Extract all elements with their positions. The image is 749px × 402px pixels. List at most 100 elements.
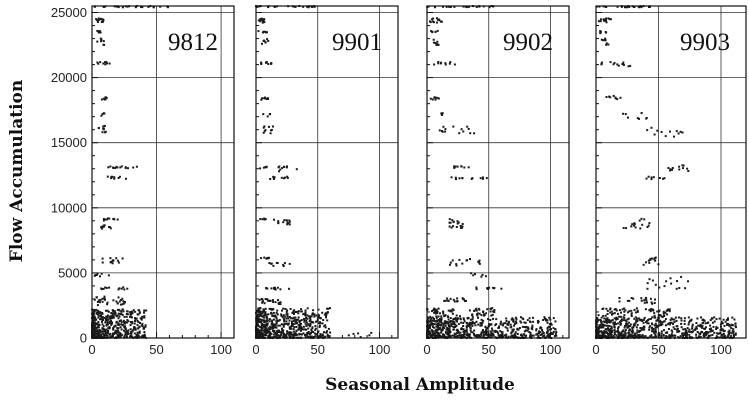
data-point (452, 328, 455, 331)
data-point (670, 329, 673, 332)
data-point (121, 308, 124, 311)
data-point (704, 327, 706, 330)
data-point (104, 130, 107, 133)
data-point (536, 319, 539, 322)
data-point (528, 331, 531, 333)
data-point (430, 317, 433, 320)
data-point (122, 286, 125, 289)
data-point (687, 316, 690, 319)
data-point (138, 326, 141, 328)
data-point (449, 263, 451, 266)
data-point (546, 319, 549, 322)
data-point (442, 310, 444, 313)
data-point (272, 314, 275, 317)
x-axis-title: Seasonal Amplitude (325, 375, 515, 395)
data-point (260, 17, 263, 20)
data-point (260, 326, 263, 329)
data-point (635, 326, 638, 329)
data-point (609, 96, 612, 99)
data-point (274, 301, 277, 304)
data-point (264, 298, 267, 300)
data-point (456, 297, 459, 300)
data-point (512, 318, 515, 321)
data-point (368, 334, 371, 337)
data-point (678, 168, 681, 171)
data-point (97, 332, 100, 334)
data-point (99, 31, 102, 34)
data-point (653, 332, 656, 335)
data-point (631, 332, 634, 335)
data-point (600, 321, 603, 323)
data-point (124, 331, 127, 334)
data-point (605, 43, 608, 46)
data-point (449, 261, 452, 264)
x-tick-label: 100 (210, 342, 232, 357)
data-point (537, 321, 540, 324)
data-point (115, 336, 118, 339)
data-point (298, 321, 301, 324)
data-point (262, 113, 265, 116)
data-point (96, 61, 99, 64)
data-point (437, 43, 440, 46)
data-point (677, 132, 680, 135)
data-point (441, 322, 444, 325)
data-point (626, 326, 629, 329)
data-point (283, 219, 286, 222)
data-point (101, 297, 104, 300)
data-point (531, 328, 534, 331)
data-point (102, 97, 105, 100)
data-point (94, 274, 97, 276)
data-point (449, 6, 452, 8)
data-point (127, 320, 130, 323)
data-point (662, 334, 665, 336)
data-point (463, 333, 466, 336)
data-point (638, 333, 641, 336)
data-point (103, 124, 106, 127)
data-point (624, 329, 627, 332)
data-point (262, 310, 265, 313)
data-point (474, 335, 477, 337)
data-point (437, 331, 440, 334)
data-point (458, 258, 461, 261)
data-point (636, 309, 639, 312)
data-point (95, 333, 98, 336)
data-point (307, 6, 310, 9)
data-point (624, 113, 627, 116)
data-point (676, 327, 679, 330)
data-point (452, 318, 455, 321)
data-point (100, 226, 103, 229)
data-point (263, 217, 266, 220)
data-point (658, 177, 661, 179)
data-point (649, 317, 652, 320)
data-point (602, 324, 605, 326)
data-point (519, 320, 522, 323)
data-point (632, 297, 635, 300)
data-point (276, 334, 279, 337)
data-point (129, 328, 132, 331)
data-point (442, 325, 445, 328)
data-point (623, 307, 626, 310)
data-point (95, 318, 98, 321)
y-tick-label: 0 (80, 331, 87, 346)
data-point (429, 336, 432, 339)
data-point (624, 309, 627, 312)
data-point (268, 125, 270, 128)
data-point (275, 311, 278, 314)
data-point (475, 286, 478, 289)
data-point (726, 323, 728, 326)
data-point (711, 329, 714, 332)
data-point (257, 308, 260, 311)
data-point (257, 19, 260, 22)
data-point (259, 18, 262, 21)
data-point (275, 326, 278, 329)
data-point (308, 323, 311, 326)
x-tick-label: 100 (540, 342, 562, 357)
data-point (638, 6, 641, 9)
data-point (671, 318, 674, 321)
data-point (453, 63, 456, 66)
data-point (648, 326, 651, 329)
data-point (105, 328, 108, 331)
data-point (438, 320, 441, 323)
data-point (256, 330, 259, 333)
data-point (110, 314, 113, 317)
